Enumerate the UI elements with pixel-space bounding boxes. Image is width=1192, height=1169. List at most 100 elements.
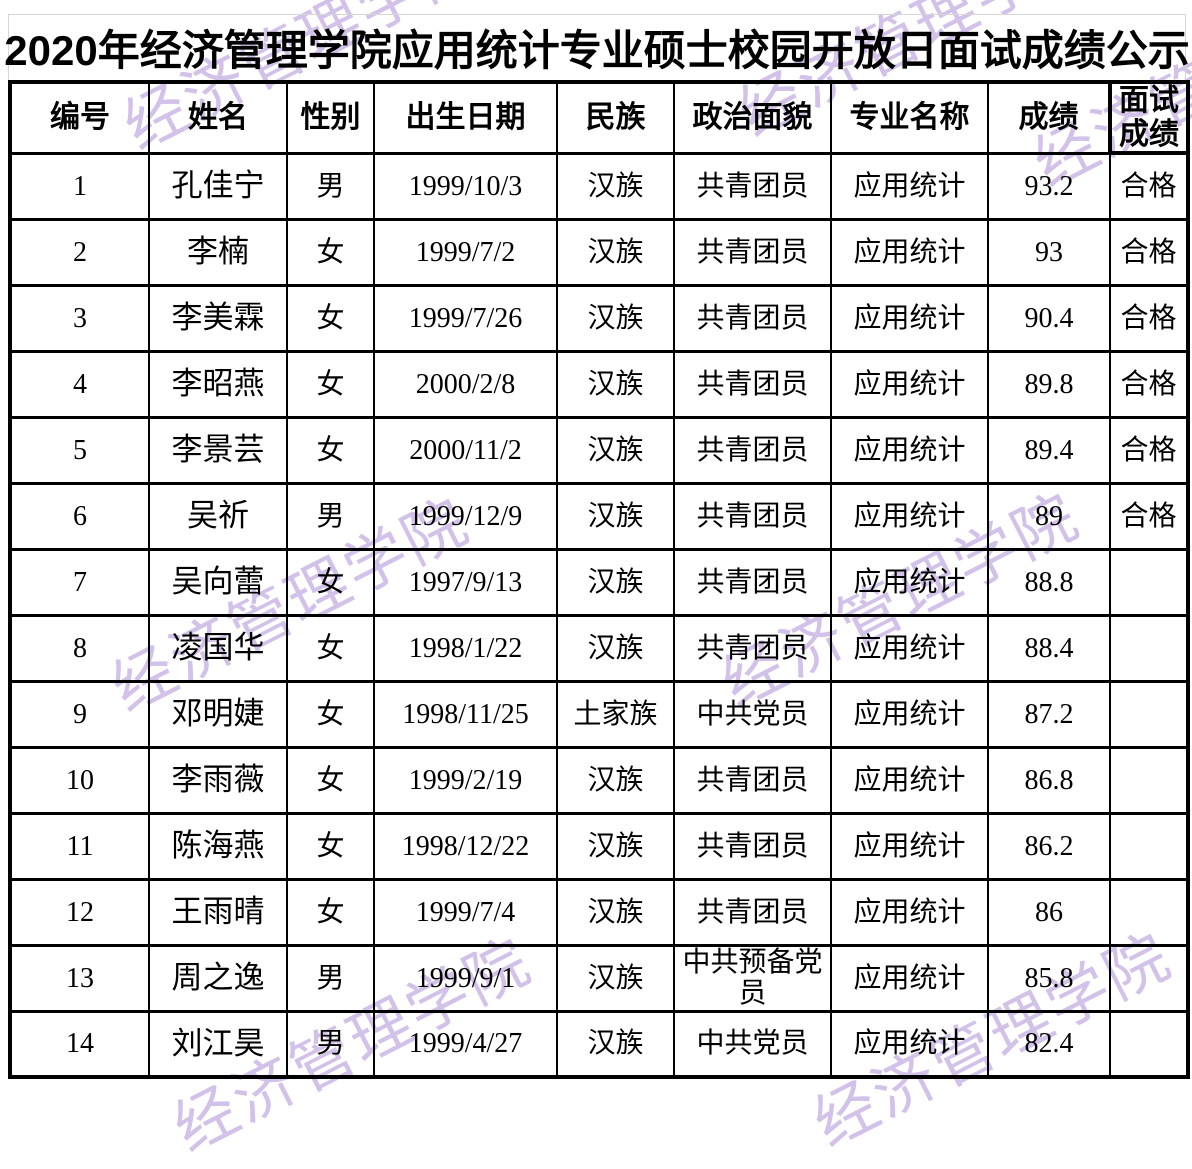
cell-political-status: 共青团员: [673, 877, 832, 947]
cell-birthdate: 1999/12/9: [373, 481, 558, 551]
cell-score: 85.8: [987, 943, 1111, 1013]
cell-score: 89: [987, 481, 1111, 551]
cell-ethnicity: 汉族: [556, 349, 675, 419]
cell-score: 89.4: [987, 415, 1111, 485]
cell-birthdate: 1997/9/13: [373, 547, 558, 617]
cell-birthdate: 1999/9/1: [373, 943, 558, 1013]
cell-interview-result: 合格: [1109, 415, 1189, 485]
cell-ethnicity: 汉族: [556, 151, 675, 221]
cell-birthdate: 2000/2/8: [373, 349, 558, 419]
cell-name: 刘江昊: [148, 1009, 288, 1079]
cell-birthdate: 1998/11/25: [373, 679, 558, 749]
cell-ethnicity: 汉族: [556, 613, 675, 683]
cell-ethnicity: 汉族: [556, 415, 675, 485]
cell-birthdate: 2000/11/2: [373, 415, 558, 485]
cell-ethnicity: 土家族: [556, 679, 675, 749]
cell-score: 93.2: [987, 151, 1111, 221]
table-row: 9 邓明婕女 1998/11/25 土家族 中共党员 应用统计 87.2: [9, 679, 1189, 749]
table-row: 11 陈海燕女 1998/12/22 汉族 共青团员 应用统计 86.2: [9, 811, 1189, 881]
cell-score: 87.2: [987, 679, 1111, 749]
table-row: 10 李雨薇女 1999/2/19 汉族 共青团员 应用统计 86.8: [9, 745, 1189, 815]
header-cell-score: 成绩: [987, 80, 1111, 155]
cell-interview-result: [1109, 613, 1189, 683]
cell-gender: 女: [286, 547, 375, 617]
cell-name: 吴向蕾: [148, 547, 288, 617]
cell-name: 王雨晴: [148, 877, 288, 947]
cell-political-status: 共青团员: [673, 283, 832, 353]
cell-score: 88.8: [987, 547, 1111, 617]
cell-political-status: 共青团员: [673, 745, 832, 815]
cell-political-status: 共青团员: [673, 151, 832, 221]
cell-gender: 女: [286, 679, 375, 749]
cell-birthdate: 1999/10/3: [373, 151, 558, 221]
cell-no: 14: [9, 1009, 150, 1079]
cell-birthdate: 1998/12/22: [373, 811, 558, 881]
cell-gender: 男: [286, 1009, 375, 1079]
cell-no: 9: [9, 679, 150, 749]
cell-no: 13: [9, 943, 150, 1013]
cell-major: 应用统计: [830, 1009, 989, 1079]
cell-major: 应用统计: [830, 349, 989, 419]
cell-major: 应用统计: [830, 745, 989, 815]
cell-major: 应用统计: [830, 151, 989, 221]
cell-no: 12: [9, 877, 150, 947]
cell-interview-result: 合格: [1109, 349, 1189, 419]
cell-name: 李楠: [148, 217, 288, 287]
cell-gender: 女: [286, 217, 375, 287]
header-cell-ethnicity: 民族: [556, 80, 675, 155]
cell-name: 李美霖: [148, 283, 288, 353]
cell-name: 李昭燕: [148, 349, 288, 419]
page-title: 2020年经济管理学院应用统计专业硕士校园开放日面试成绩公示: [4, 14, 1190, 80]
cell-political-status: 共青团员: [673, 217, 832, 287]
cell-political-status: 中共预备党员: [673, 943, 832, 1013]
cell-ethnicity: 汉族: [556, 811, 675, 881]
cell-major: 应用统计: [830, 481, 989, 551]
table-row: 2 李楠女 1999/7/2 汉族 共青团员 应用统计 93 合格: [9, 217, 1189, 287]
cell-political-status: 中共党员: [673, 1009, 832, 1079]
cell-major: 应用统计: [830, 613, 989, 683]
cell-name: 邓明婕: [148, 679, 288, 749]
cell-major: 应用统计: [830, 811, 989, 881]
cell-interview-result: [1109, 877, 1189, 947]
cell-no: 3: [9, 283, 150, 353]
cell-no: 2: [9, 217, 150, 287]
cell-gender: 男: [286, 481, 375, 551]
notice-document: 2020年经济管理学院应用统计专业硕士校园开放日面试成绩公示 编号 姓名 性别 …: [4, 14, 1190, 1080]
cell-political-status: 共青团员: [673, 349, 832, 419]
cell-major: 应用统计: [830, 679, 989, 749]
cell-no: 8: [9, 613, 150, 683]
cell-gender: 女: [286, 877, 375, 947]
cell-interview-result: [1109, 547, 1189, 617]
header-cell-birthdate: 出生日期: [373, 80, 558, 155]
table-row: 4 李昭燕女 2000/2/8 汉族 共青团员 应用统计 89.8 合格: [9, 349, 1189, 419]
cell-no: 6: [9, 481, 150, 551]
table-row: 7 吴向蕾女 1997/9/13 汉族 共青团员 应用统计 88.8: [9, 547, 1189, 617]
header-cell-no: 编号: [9, 80, 150, 155]
cell-score: 86.2: [987, 811, 1111, 881]
cell-score: 86: [987, 877, 1111, 947]
cell-major: 应用统计: [830, 547, 989, 617]
cell-birthdate: 1999/4/27: [373, 1009, 558, 1079]
cell-political-status: 共青团员: [673, 481, 832, 551]
cell-interview-result: 合格: [1109, 217, 1189, 287]
table-body: 1 孔佳宁男 1999/10/3 汉族 共青团员 应用统计 93.2 合格 2 李楠女 1999/7…: [9, 151, 1189, 1079]
cell-political-status: 共青团员: [673, 811, 832, 881]
cell-gender: 女: [286, 349, 375, 419]
cell-name: 凌国华: [148, 613, 288, 683]
cell-ethnicity: 汉族: [556, 943, 675, 1013]
cell-score: 86.8: [987, 745, 1111, 815]
cell-major: 应用统计: [830, 283, 989, 353]
cell-birthdate: 1999/7/2: [373, 217, 558, 287]
cell-gender: 女: [286, 745, 375, 815]
cell-interview-result: [1109, 943, 1189, 1013]
cell-political-status: 共青团员: [673, 415, 832, 485]
cell-score: 90.4: [987, 283, 1111, 353]
cell-ethnicity: 汉族: [556, 217, 675, 287]
table-row: 6 吴祈男 1999/12/9 汉族 共青团员 应用统计 89 合格: [9, 481, 1189, 551]
cell-score: 88.4: [987, 613, 1111, 683]
cell-birthdate: 1999/7/4: [373, 877, 558, 947]
header-cell-name: 姓名: [148, 80, 288, 155]
cell-political-status: 共青团员: [673, 547, 832, 617]
cell-birthdate: 1998/1/22: [373, 613, 558, 683]
cell-interview-result: 合格: [1109, 481, 1189, 551]
